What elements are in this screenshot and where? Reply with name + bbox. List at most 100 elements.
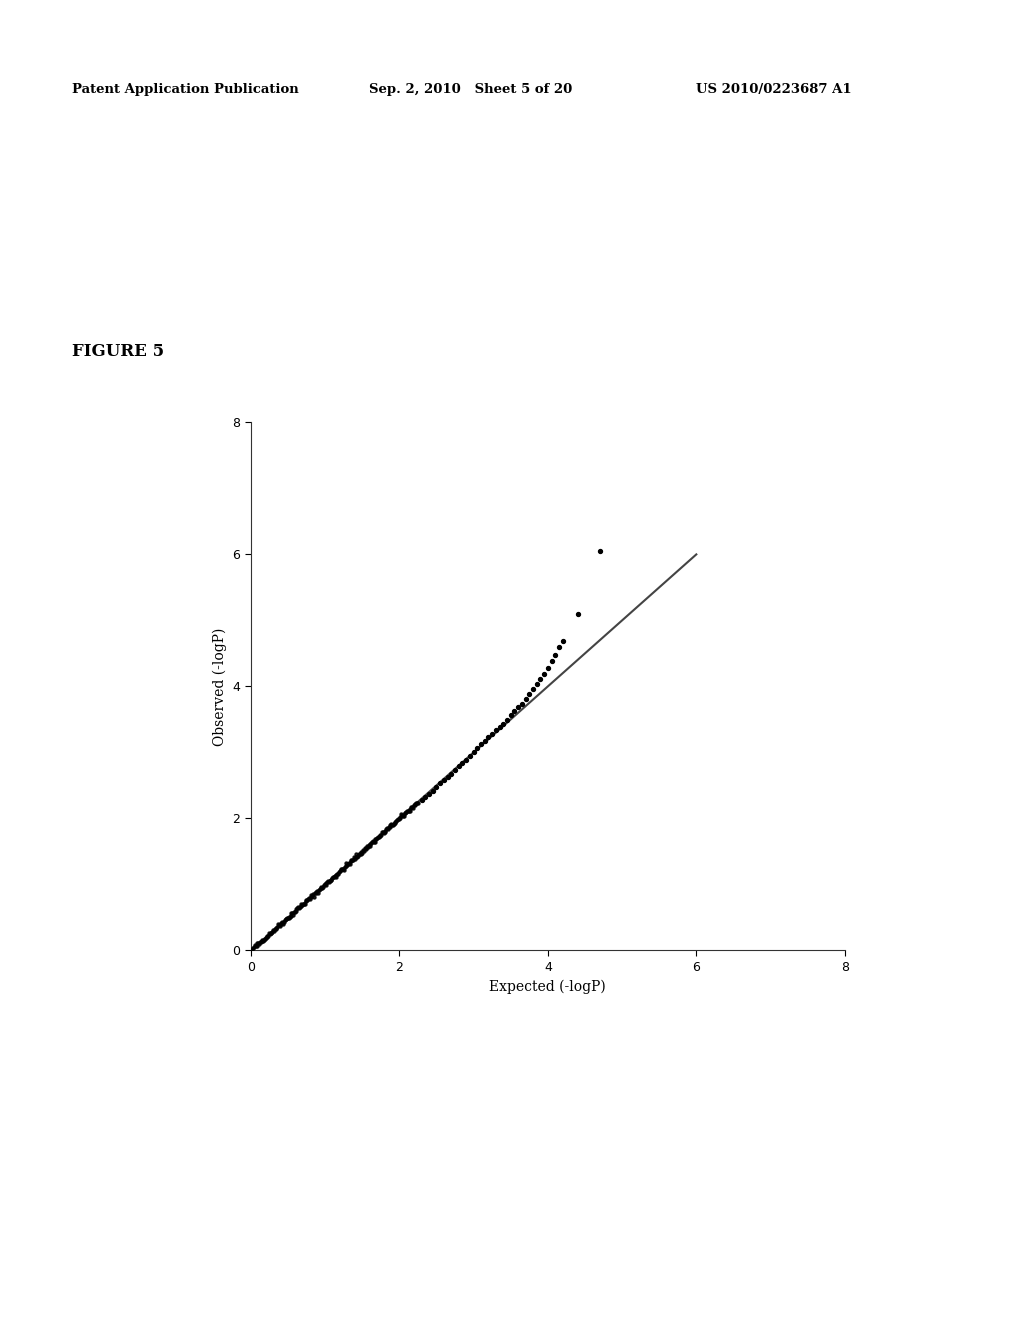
Point [293,895,309,916]
Point [540,657,556,678]
Point [282,906,298,927]
Point [246,936,262,957]
Point [254,929,270,950]
Point [262,923,279,944]
Point [275,912,292,933]
Y-axis label: Observed (-logP): Observed (-logP) [213,627,227,746]
Point [288,900,304,921]
Point [382,816,398,837]
Point [298,890,314,911]
Point [414,789,430,810]
Point [376,822,392,843]
Point [409,793,425,814]
Point [324,870,340,891]
Point [592,541,608,562]
Point [270,915,287,936]
Point [266,919,283,940]
Point [465,742,481,763]
Point [375,822,391,843]
Point [255,931,271,952]
Point [314,878,331,899]
Point [294,895,310,916]
Point [273,913,290,935]
Point [340,853,356,874]
Point [331,862,347,883]
Point [297,894,313,915]
Point [306,882,323,903]
Point [248,936,264,957]
Point [387,812,403,833]
Point [333,858,349,879]
Point [503,705,519,726]
Point [292,896,308,917]
Point [361,833,378,854]
Point [421,784,437,805]
Point [346,849,362,870]
Point [343,850,359,871]
Point [259,927,275,948]
Point [307,882,324,903]
Point [268,917,285,939]
Point [279,908,295,929]
Point [355,841,372,862]
Point [386,813,402,834]
Text: Sep. 2, 2010   Sheet 5 of 20: Sep. 2, 2010 Sheet 5 of 20 [369,83,571,96]
Point [386,813,402,834]
Point [304,886,321,907]
Point [381,816,397,837]
Point [409,792,425,813]
Point [289,899,305,920]
Point [272,912,289,933]
Point [458,748,474,770]
Point [388,810,404,832]
Point [369,828,385,849]
Point [249,935,265,956]
Point [364,833,380,854]
Point [257,928,273,949]
Point [245,939,261,960]
Point [296,894,312,915]
Point [262,923,279,944]
Point [353,842,370,863]
Point [352,843,369,865]
Point [406,795,422,816]
Point [315,876,332,898]
Point [284,903,300,924]
Point [372,825,388,846]
Point [555,630,571,651]
Point [368,829,384,850]
Point [367,832,383,853]
Point [551,638,567,659]
Point [417,787,433,808]
Point [250,933,266,954]
Point [317,874,334,895]
Point [260,925,276,946]
Point [284,903,300,924]
Point [393,804,410,825]
Point [399,800,416,821]
Point [337,855,353,876]
Point [253,931,269,952]
Point [327,866,343,887]
Point [359,837,376,858]
Point [397,803,414,824]
Point [384,814,400,836]
Point [373,825,389,846]
Point [308,882,325,903]
Point [407,793,423,814]
Point [322,870,338,891]
Point [348,843,365,865]
Point [321,871,337,892]
Point [506,700,522,721]
Point [517,689,534,710]
Point [252,932,268,953]
Point [330,863,346,884]
Point [404,797,421,818]
Point [432,772,449,793]
Point [264,921,281,942]
Point [390,808,407,829]
Point [480,726,497,747]
Point [244,939,260,960]
Point [389,809,406,830]
Point [349,846,366,867]
